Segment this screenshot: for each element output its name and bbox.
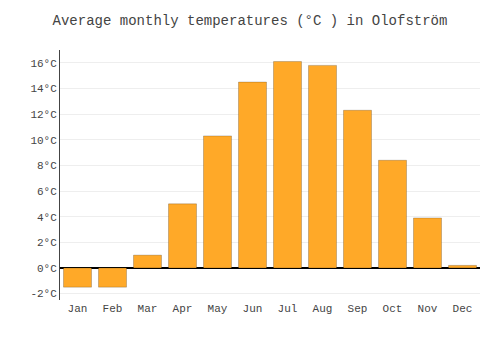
svg-text:12°C: 12°C xyxy=(30,109,57,121)
svg-text:Mar: Mar xyxy=(138,303,158,315)
svg-text:Feb: Feb xyxy=(103,303,123,315)
svg-text:Sep: Sep xyxy=(348,303,368,315)
svg-text:0°C: 0°C xyxy=(37,263,57,275)
svg-text:14°C: 14°C xyxy=(30,83,57,95)
svg-text:8°C: 8°C xyxy=(37,160,57,172)
svg-text:Apr: Apr xyxy=(173,303,193,315)
svg-text:6°C: 6°C xyxy=(37,186,57,198)
svg-text:10°C: 10°C xyxy=(30,135,57,147)
svg-text:4°C: 4°C xyxy=(37,212,57,224)
svg-text:Oct: Oct xyxy=(383,303,403,315)
svg-text:Jun: Jun xyxy=(243,303,263,315)
svg-text:Nov: Nov xyxy=(418,303,438,315)
svg-text:Average monthly temperatures (: Average monthly temperatures (°C ) in Ol… xyxy=(53,13,448,29)
svg-text:Dec: Dec xyxy=(453,303,473,315)
svg-text:Jan: Jan xyxy=(68,303,88,315)
svg-text:16°C: 16°C xyxy=(30,58,57,70)
svg-text:Jul: Jul xyxy=(278,303,298,315)
svg-text:May: May xyxy=(208,303,228,315)
svg-text:Aug: Aug xyxy=(313,303,333,315)
svg-text:-2°C: -2°C xyxy=(30,288,57,300)
svg-text:2°C: 2°C xyxy=(37,237,57,249)
